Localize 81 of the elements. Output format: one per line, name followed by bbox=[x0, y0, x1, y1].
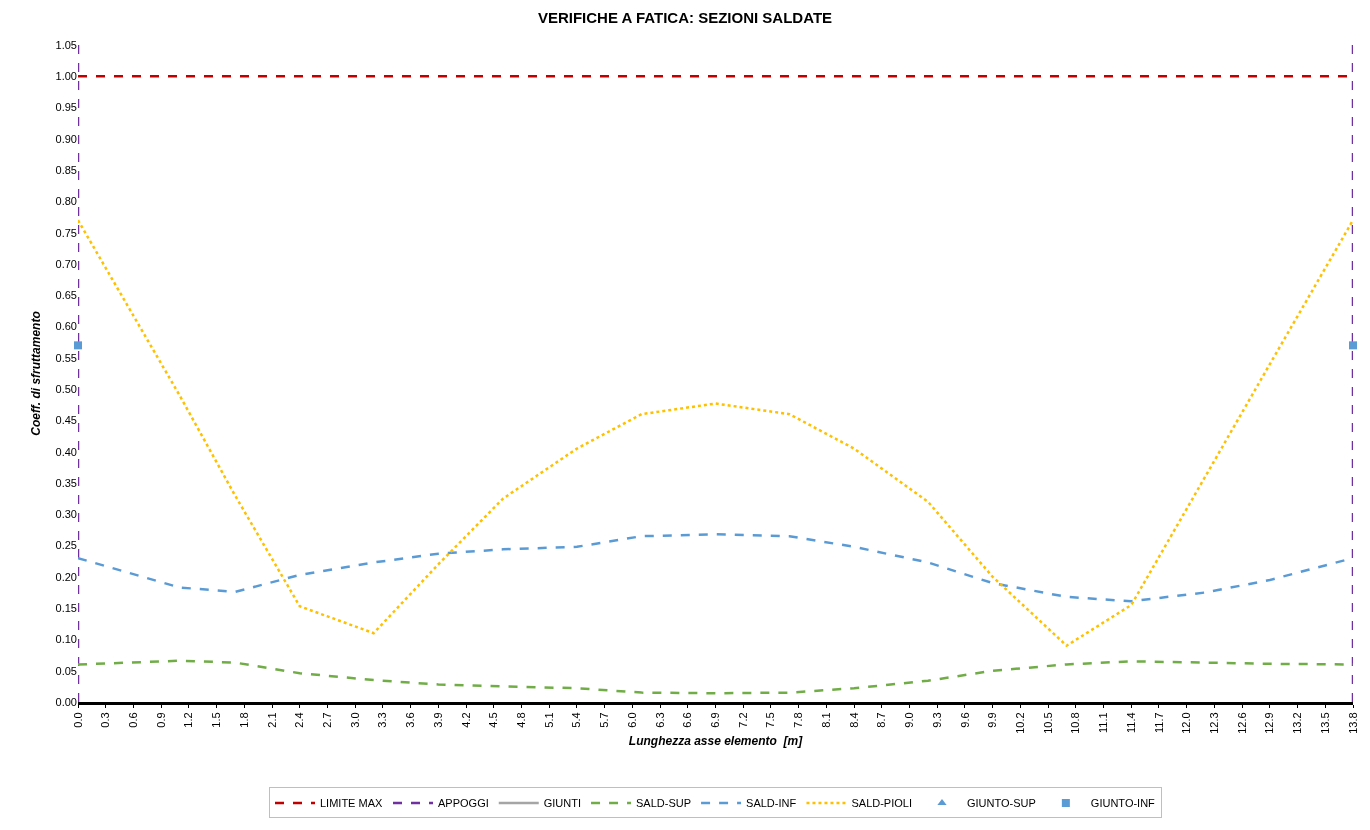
x-tick-label: 4.5 bbox=[487, 712, 500, 728]
x-tick-label: 3.0 bbox=[348, 712, 361, 728]
y-tick-label: 0.00 bbox=[55, 695, 77, 708]
x-tick-label: 12.0 bbox=[1180, 712, 1193, 734]
x-tick-label: 11.7 bbox=[1152, 712, 1165, 733]
x-tick-label: 4.8 bbox=[515, 712, 528, 728]
x-tick-label: 8.7 bbox=[875, 712, 888, 728]
chart-title: VERIFICHE A FATICA: SEZIONI SALDATE bbox=[537, 8, 833, 26]
legend-label: SALD-SUP bbox=[636, 797, 692, 810]
y-tick-label: 0.45 bbox=[55, 414, 77, 427]
x-tick-label: 0.9 bbox=[154, 712, 167, 728]
y-tick-label: 0.05 bbox=[55, 664, 77, 677]
y-tick-label: 0.40 bbox=[55, 445, 77, 458]
legend-label: SALD-INF bbox=[746, 797, 797, 810]
legend-label: APPOGGI bbox=[438, 797, 489, 810]
y-tick-label: 0.80 bbox=[55, 195, 77, 208]
y-tick-label: 0.35 bbox=[55, 476, 77, 489]
x-tick-label: 9.6 bbox=[958, 712, 971, 728]
x-tick-label: 3.3 bbox=[376, 712, 389, 728]
x-tick-label: 9.3 bbox=[930, 712, 943, 728]
x-tick-label: 7.2 bbox=[736, 712, 749, 728]
x-tick-label: 11.1 bbox=[1097, 712, 1110, 733]
legend-label: SALD-PIOLI bbox=[851, 797, 912, 810]
x-tick-label: 2.7 bbox=[321, 712, 334, 728]
x-tick-label: 3.9 bbox=[431, 712, 444, 728]
x-tick-label: 8.1 bbox=[819, 712, 832, 728]
legend-label: GIUNTO-INF bbox=[1090, 797, 1156, 810]
y-tick-label: 0.55 bbox=[55, 351, 77, 364]
x-tick-label: 7.5 bbox=[764, 712, 777, 728]
x-tick-label: 2.1 bbox=[265, 712, 278, 728]
x-tick-label: 6.9 bbox=[709, 712, 722, 728]
x-tick-label: 10.2 bbox=[1013, 712, 1026, 734]
x-tick-label: 6.6 bbox=[681, 712, 694, 728]
x-tick-label: 12.9 bbox=[1263, 712, 1276, 734]
y-tick-label: 0.20 bbox=[55, 570, 77, 583]
x-tick-label: 6.3 bbox=[653, 712, 666, 728]
y-tick-label: 0.10 bbox=[55, 633, 77, 646]
x-tick-label: 13.8 bbox=[1346, 712, 1359, 734]
x-tick-label: 10.8 bbox=[1069, 712, 1082, 734]
x-tick-label: 8.4 bbox=[847, 712, 860, 728]
x-tick-label: 10.5 bbox=[1041, 712, 1054, 734]
x-tick-label: 11.4 bbox=[1124, 712, 1137, 733]
line-series bbox=[78, 218, 1353, 647]
y-tick-label: 0.15 bbox=[55, 601, 77, 614]
y-tick-label: 0.50 bbox=[55, 382, 77, 395]
y-tick-label: 1.05 bbox=[55, 38, 77, 51]
x-tick-label: 12.6 bbox=[1235, 712, 1248, 734]
x-tick-label: 0.6 bbox=[127, 712, 139, 728]
x-tick-label: 5.4 bbox=[570, 712, 583, 728]
y-tick-label: 0.95 bbox=[55, 101, 77, 114]
y-tick-label: 0.65 bbox=[55, 289, 77, 302]
x-tick-label: 1.5 bbox=[210, 712, 223, 728]
y-tick-label: 1.00 bbox=[55, 70, 77, 83]
x-tick-label: 0.0 bbox=[71, 712, 84, 728]
y-tick-label: 0.25 bbox=[55, 539, 77, 552]
y-tick-label: 0.75 bbox=[55, 226, 77, 239]
y-tick-label: 0.60 bbox=[55, 320, 77, 333]
x-tick-label: 9.9 bbox=[986, 712, 999, 728]
x-tick-label: 2.4 bbox=[293, 712, 306, 728]
x-tick-label: 9.0 bbox=[903, 712, 916, 728]
x-tick-label: 5.7 bbox=[598, 712, 611, 728]
x-tick-label: 1.8 bbox=[237, 712, 250, 728]
legend-label: LIMITE MAX bbox=[320, 797, 384, 810]
y-tick-label: 0.85 bbox=[55, 163, 77, 176]
legend-label: GIUNTO-SUP bbox=[967, 797, 1036, 810]
x-axis-title: Lunghezza asse elemento [m] bbox=[628, 733, 804, 748]
x-tick-label: 7.8 bbox=[792, 712, 805, 728]
y-tick-label: 0.70 bbox=[55, 257, 77, 270]
legend-label: GIUNTI bbox=[543, 797, 582, 810]
x-tick-label: 4.2 bbox=[459, 712, 472, 728]
x-tick-label: 13.5 bbox=[1318, 712, 1331, 734]
y-tick-label: 0.30 bbox=[55, 508, 77, 521]
y-tick-label: 0.90 bbox=[55, 132, 77, 145]
x-tick-label: 6.0 bbox=[625, 712, 638, 728]
x-tick-label: 1.2 bbox=[182, 712, 195, 728]
x-tick-label: 12.3 bbox=[1207, 712, 1220, 734]
x-tick-label: 13.2 bbox=[1291, 712, 1304, 734]
x-tick-label: 5.1 bbox=[542, 712, 555, 728]
x-tick-label: 0.3 bbox=[99, 712, 112, 728]
y-axis-title: Coeff. di sfruttamento bbox=[28, 311, 43, 436]
x-tick-label: 3.6 bbox=[404, 712, 417, 728]
